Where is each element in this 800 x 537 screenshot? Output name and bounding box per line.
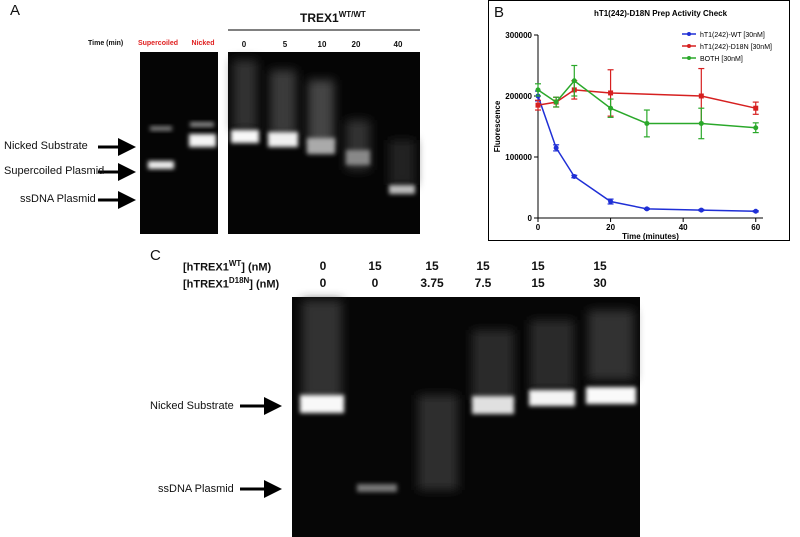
gel-header: TREX1WT/WT xyxy=(300,10,366,25)
row-header-tail: ] (nM) xyxy=(249,278,280,291)
cell-value: 0 xyxy=(319,276,327,290)
lane-label: Supercoiled xyxy=(137,40,179,47)
data-point xyxy=(608,199,614,205)
data-point xyxy=(753,208,759,214)
cell-value: 7.5 xyxy=(474,276,492,290)
y-tick-label: 0 xyxy=(528,214,533,223)
data-point xyxy=(644,206,650,212)
cell-value: 30 xyxy=(593,276,607,290)
chart-title: hT1(242)-D18N Prep Activity Check xyxy=(594,9,728,18)
legend-label: BOTH [30nM] xyxy=(700,56,743,63)
data-point xyxy=(571,174,577,180)
row-header-tail: ] (nM) xyxy=(241,261,272,274)
marker-label: Nicked Substrate xyxy=(150,400,234,412)
data-point xyxy=(698,207,704,213)
legend-marker xyxy=(687,44,691,48)
marker-label: ssDNA Plasmid xyxy=(20,193,96,205)
lane-label: 10 xyxy=(317,40,327,49)
cell-value: 15 xyxy=(531,276,545,290)
y-axis-label: Fluorescence xyxy=(493,100,502,152)
panel-label: C xyxy=(150,247,161,264)
marker-label: ssDNA Plasmid xyxy=(158,483,234,495)
x-tick-label: 60 xyxy=(751,223,760,232)
x-tick-label: 40 xyxy=(679,223,688,232)
time-label: Time (min) xyxy=(88,40,124,47)
row-header-head: [hTREX1 xyxy=(183,278,229,291)
marker-label: Nicked Substrate xyxy=(4,140,88,152)
lane-label: 20 xyxy=(351,40,361,49)
row-header: [hTREX1D18N] (nM) xyxy=(183,276,279,291)
y-tick-label: 300000 xyxy=(505,31,532,40)
row-header-sup: D18N xyxy=(228,276,250,285)
header-text: TREX1 xyxy=(300,11,339,25)
x-tick-label: 20 xyxy=(606,223,615,232)
cell-value: 15 xyxy=(476,259,490,273)
row-header-head: [hTREX1 xyxy=(183,261,229,274)
data-point xyxy=(535,87,541,93)
lane-label: Nicked xyxy=(191,40,215,47)
y-tick-label: 100000 xyxy=(505,153,532,162)
data-point xyxy=(753,105,759,111)
legend-marker xyxy=(687,32,691,36)
cell-value: 15 xyxy=(531,259,545,273)
data-point xyxy=(753,125,759,131)
data-point xyxy=(553,145,559,151)
marker-label: Supercoiled Plasmid xyxy=(4,165,105,177)
header-sup: WT/WT xyxy=(338,10,366,19)
cell-value: 3.75 xyxy=(420,276,444,290)
cell-value: 15 xyxy=(425,259,439,273)
data-point xyxy=(698,120,704,126)
lane-label: 5 xyxy=(282,40,288,49)
cell-value: 15 xyxy=(593,259,607,273)
data-point xyxy=(553,99,559,105)
lane-label: 40 xyxy=(393,40,403,49)
cell-value: 0 xyxy=(371,276,379,290)
panel-frame xyxy=(488,0,790,241)
gel-bands xyxy=(148,60,415,194)
gel-bands xyxy=(300,300,636,492)
data-point xyxy=(608,90,614,96)
lane-label: 0 xyxy=(241,40,247,49)
x-tick-label: 0 xyxy=(536,223,541,232)
series-line xyxy=(537,89,756,109)
row-header-sup: WT xyxy=(228,259,242,268)
data-point xyxy=(535,102,541,108)
gel xyxy=(292,297,640,537)
x-axis-label: Time (minutes) xyxy=(622,232,679,241)
legend-marker xyxy=(687,56,691,60)
data-point xyxy=(644,120,650,126)
panel-label: B xyxy=(494,4,505,21)
row-header: [hTREX1WT] (nM) xyxy=(183,259,271,274)
legend-label: hT1(242)-WT [30nM] xyxy=(700,32,765,39)
cell-value: 0 xyxy=(319,259,327,273)
y-tick-label: 200000 xyxy=(505,92,532,101)
arrows xyxy=(98,138,282,498)
data-point xyxy=(698,93,704,99)
legend-label: hT1(242)-D18N [30nM] xyxy=(700,44,772,51)
data-point xyxy=(608,105,614,111)
cell-value: 15 xyxy=(368,259,382,273)
data-point xyxy=(571,78,577,84)
panel-label: A xyxy=(10,2,21,19)
